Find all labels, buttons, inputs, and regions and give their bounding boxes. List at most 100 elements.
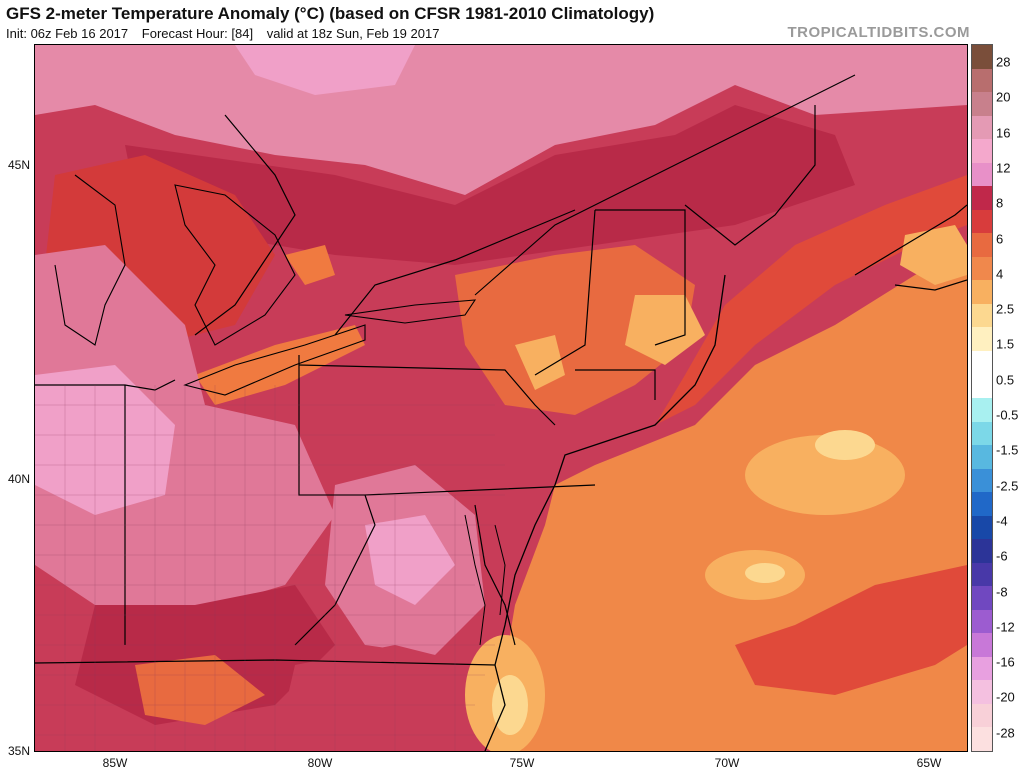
north-pink-region: [35, 45, 967, 195]
color-scale-label: 8: [996, 195, 1004, 211]
color-scale-swatch: [972, 233, 992, 257]
color-scale-label: 6: [996, 231, 1004, 246]
lat-label-45n: 45N: [7, 158, 30, 172]
color-scale-swatch: [972, 633, 992, 657]
color-scale-label: -12: [996, 619, 1015, 635]
ontario-deep-band: [125, 105, 855, 265]
color-scale-label: -4: [996, 513, 1008, 529]
color-scale-swatch: [972, 280, 992, 304]
color-scale-label: 28: [996, 54, 1011, 70]
political-borders: [35, 105, 816, 666]
anomaly-map: [34, 44, 968, 752]
color-scale-swatch: [972, 45, 992, 69]
color-scale-label: 0.5: [996, 372, 1015, 388]
color-scale-label: -1.5: [996, 442, 1019, 458]
color-scale-swatch: [972, 727, 992, 751]
grid-line: [64, 385, 456, 751]
border-line: [684, 105, 816, 246]
color-scale-swatch: [972, 115, 992, 140]
color-scale-label: -0.5: [996, 407, 1019, 423]
color-scale-label: 2.5: [996, 301, 1015, 317]
forecast-hour: Forecast Hour: [84]: [141, 26, 254, 41]
lake-erie-orange: [195, 325, 365, 405]
atlantic-coastline: [484, 274, 726, 751]
offshore-hot-2: [745, 563, 785, 583]
outer-banks-hot: [492, 675, 528, 735]
grid-line: [35, 404, 505, 736]
color-scale-swatch: [972, 562, 992, 587]
color-scale-swatch: [972, 186, 992, 210]
color-scale-label: -8: [996, 584, 1008, 599]
init-time: Init: 06z Feb 16 2017: [6, 26, 129, 41]
color-scale-swatch: [972, 92, 992, 116]
lon-label-65w: 65W: [916, 756, 942, 770]
color-scale-label: -6: [996, 548, 1008, 564]
color-scale-label: 1.5: [996, 336, 1015, 352]
lake-erie-shore: [183, 324, 366, 396]
virginia-light-pink: [365, 515, 455, 605]
color-scale-swatch: [972, 209, 992, 234]
border-line: [35, 379, 176, 391]
color-scale-swatch: [972, 303, 992, 328]
lon-label-70w: 70W: [714, 756, 740, 770]
valid-time: valid at 18z Sun, Feb 19 2017: [266, 26, 440, 41]
color-scale-swatch: [972, 421, 992, 446]
offshore-red-band: [735, 565, 967, 695]
color-scale-label: -16: [996, 654, 1015, 670]
st-lawrence-shore: [474, 74, 856, 296]
coastal-red-band: [655, 175, 967, 425]
border-line: [534, 209, 596, 376]
indiana-light-pink: [35, 365, 175, 515]
map-title: GFS 2-meter Temperature Anomaly (°C) (ba…: [6, 4, 655, 23]
chesapeake-shore: [464, 514, 506, 646]
brand-watermark: TROPICALTIDBITS.COM: [787, 24, 970, 41]
color-scale-swatch: [972, 256, 992, 281]
color-scale-label: -2.5: [996, 478, 1019, 494]
color-scale-label: 12: [996, 160, 1011, 176]
offshore-hot-1: [815, 430, 875, 460]
color-scale-swatch: [972, 139, 992, 163]
color-scale-swatch: [972, 327, 992, 351]
new-york-hot: [515, 335, 565, 390]
nova-scotia-coast: [854, 204, 967, 291]
color-scale-label: 20: [996, 89, 1011, 105]
border-line: [474, 504, 516, 646]
cape-breton-warm: [900, 225, 967, 285]
color-scale-swatch: [972, 656, 992, 681]
north-light-patch: [235, 45, 415, 95]
map-subtitle: Init: 06z Feb 16 2017 Forecast Hour: [84…: [6, 26, 449, 41]
color-scale-swatch: [972, 539, 992, 563]
lake-ontario-shore: [344, 299, 477, 324]
color-scale-swatch: [972, 468, 992, 493]
county-grid: [35, 385, 505, 751]
color-scale-swatch: [972, 162, 992, 187]
color-scale-swatch: [972, 609, 992, 634]
border-line: [294, 494, 376, 646]
lon-label-80w: 80W: [307, 756, 333, 770]
tennessee-orange: [135, 655, 265, 725]
lat-label-40n: 40N: [7, 472, 30, 486]
border-line: [298, 364, 556, 426]
color-scale-label: 4: [996, 266, 1004, 282]
color-scale-swatch: [972, 703, 992, 728]
color-scale-swatch: [972, 492, 992, 516]
color-scale-swatch: [972, 680, 992, 704]
border-line: [334, 209, 576, 336]
lon-label-75w: 75W: [509, 756, 535, 770]
color-scale-swatch: [972, 445, 992, 469]
border-line: [194, 114, 296, 336]
lon-label-85w: 85W: [102, 756, 128, 770]
carolina-red: [275, 645, 495, 751]
color-scale-swatch: [972, 397, 992, 422]
border-line: [575, 369, 656, 400]
color-scale-label: 16: [996, 125, 1011, 141]
color-scale-swatch: [972, 515, 992, 540]
huron-orange: [285, 245, 335, 285]
lat-label-35n: 35N: [7, 744, 30, 758]
color-scale-swatch: [972, 374, 992, 398]
northeast-orange-core: [455, 245, 695, 415]
color-scale-swatch: [972, 350, 992, 375]
color-scale-label: -20: [996, 689, 1015, 705]
color-scale-label: -28: [996, 725, 1015, 741]
lake-huron-shore: [174, 184, 296, 346]
